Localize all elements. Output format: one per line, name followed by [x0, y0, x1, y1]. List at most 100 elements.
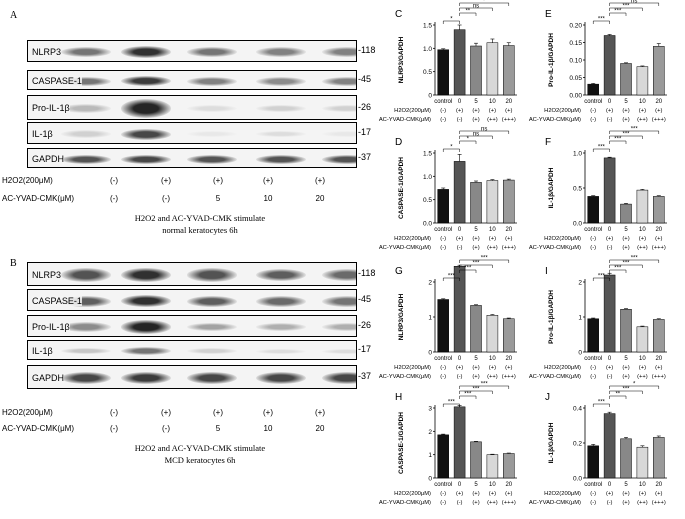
x-tick-label: 20: [505, 227, 512, 233]
blot-band: [186, 295, 237, 307]
bar: [653, 196, 665, 224]
ac-condition-value: (+++): [502, 117, 516, 123]
significance-label: ***: [481, 382, 489, 388]
h2o2-condition-value: (+): [639, 108, 646, 114]
significance-bracket: [609, 135, 643, 139]
h2o2-condition-value: (-): [440, 236, 446, 242]
ac-condition-value: (+++): [502, 500, 516, 506]
bar: [470, 182, 482, 224]
x-tick-label: 5: [624, 482, 628, 488]
y-tick-label: 1: [428, 315, 432, 322]
ac-condition-value: (-): [162, 194, 170, 203]
x-tick-label: 5: [624, 356, 628, 362]
ac-condition-value: (-): [607, 117, 613, 123]
y-axis-label: Pro-IL-1β/GAPDH: [548, 33, 555, 87]
significance-bracket: [592, 403, 610, 407]
bar: [587, 83, 599, 96]
ac-condition-value: (+): [622, 245, 629, 251]
ac-condition-value: 20: [315, 424, 325, 433]
ac-condition-label: AC-YVAD-CMK(μM): [379, 374, 431, 380]
h2o2-condition-value: (+): [606, 108, 613, 114]
h2o2-condition-value: (+): [456, 365, 463, 371]
ac-condition-value: (++): [637, 374, 648, 380]
x-tick-label: control: [434, 482, 452, 488]
bar: [587, 445, 599, 479]
h2o2-condition-value: (+): [505, 236, 512, 242]
blot-band: [61, 348, 112, 354]
y-tick-label: 1.0: [573, 151, 582, 158]
significance-label: ***: [622, 387, 630, 393]
y-tick-label: 2: [428, 429, 432, 436]
significance-bracket: [459, 385, 510, 389]
blot-strip: NLRP3: [27, 262, 357, 286]
x-tick-label: 20: [505, 482, 512, 488]
blot-row-label: Pro-IL-1β: [32, 321, 70, 332]
blot-band: [321, 47, 356, 57]
panel-letter: G: [395, 266, 403, 277]
x-tick-label: 10: [639, 227, 646, 233]
ac-condition-value: (-): [162, 424, 170, 433]
h2o2-condition-label: H2O2(200μM): [2, 176, 53, 185]
bar: [503, 45, 515, 96]
significance-label: ns: [481, 127, 487, 133]
y-axis-label: CASPASE-1/GAPDH: [398, 412, 405, 474]
x-tick-label: 5: [474, 227, 478, 233]
h2o2-condition-value: (-): [590, 491, 596, 497]
y-axis-label: CASPASE-1/GAPDH: [398, 157, 405, 219]
h2o2-condition-value: (+): [505, 491, 512, 497]
significance-label: ns: [473, 132, 479, 138]
ac-condition-value: (++): [637, 245, 648, 251]
molecular-weight-label: -37: [358, 152, 372, 162]
y-tick-label: 0.2: [573, 441, 582, 448]
blot-strip: GAPDH: [27, 148, 357, 168]
x-tick-label: 5: [474, 99, 478, 105]
blot-panel-a: A NLRP3 -118 CASPASE-1 -45 Pro-IL-1β -26 IL-1β -…: [0, 0, 380, 240]
significance-label: ns: [631, 0, 637, 5]
ac-condition-value: (++): [487, 245, 498, 251]
ac-condition-value: 10: [263, 194, 273, 203]
bar: [653, 46, 665, 96]
y-tick-label: 0.15: [569, 40, 582, 47]
bar: [437, 49, 449, 96]
h2o2-condition-label: H2O2(200μM): [2, 408, 53, 417]
x-tick-label: 10: [489, 99, 496, 105]
blot-band: [321, 269, 356, 281]
blot-row-label: NLRP3: [32, 46, 62, 57]
significance-bracket: [609, 2, 660, 6]
panel-letter: A: [10, 10, 18, 21]
ac-condition-value: (+): [622, 374, 629, 380]
ac-condition-value: (-): [590, 245, 596, 251]
y-tick-label: 1.5: [423, 23, 432, 30]
ac-condition-value: (-): [110, 424, 118, 433]
blot-strip: Pro-IL-1β: [27, 315, 357, 337]
h2o2-condition-label: H2O2(200μM): [544, 491, 581, 497]
blot-band: [255, 76, 306, 86]
blot-caption: H2O2 and AC-YVAD-CMK stimulate normal ker…: [75, 212, 325, 236]
blot-row-label: CASPASE-1: [32, 75, 82, 86]
blot-band: [120, 294, 171, 308]
ac-condition-label: AC-YVAD-CMK(μM): [529, 374, 581, 380]
bar: [636, 189, 649, 224]
ac-condition-value: (-): [440, 245, 446, 251]
y-tick-label: 0.5: [423, 197, 432, 204]
x-tick-label: 10: [489, 356, 496, 362]
h2o2-condition-value: (+): [622, 236, 629, 242]
x-tick-label: 10: [489, 482, 496, 488]
panel-letter: H: [395, 392, 402, 403]
blot-row-label: IL-1β: [32, 345, 53, 356]
y-tick-label: 0.4: [573, 406, 582, 413]
blot-band: [61, 130, 112, 138]
ac-condition-value: (++): [487, 500, 498, 506]
significance-label: ***: [598, 400, 606, 406]
bar: [453, 161, 466, 224]
blot-band: [61, 76, 112, 86]
bar: [486, 42, 499, 96]
y-tick-label: 0.0: [573, 476, 582, 483]
ac-condition-label: AC-YVAD-CMK(μM): [529, 500, 581, 506]
x-tick-label: 20: [655, 482, 662, 488]
y-axis-label: NLRP3/GAPDH: [398, 293, 405, 340]
molecular-weight-label: -17: [358, 127, 372, 137]
h2o2-condition-value: (+): [622, 491, 629, 497]
significance-label: *: [467, 137, 470, 143]
significance-bracket: [442, 403, 460, 407]
